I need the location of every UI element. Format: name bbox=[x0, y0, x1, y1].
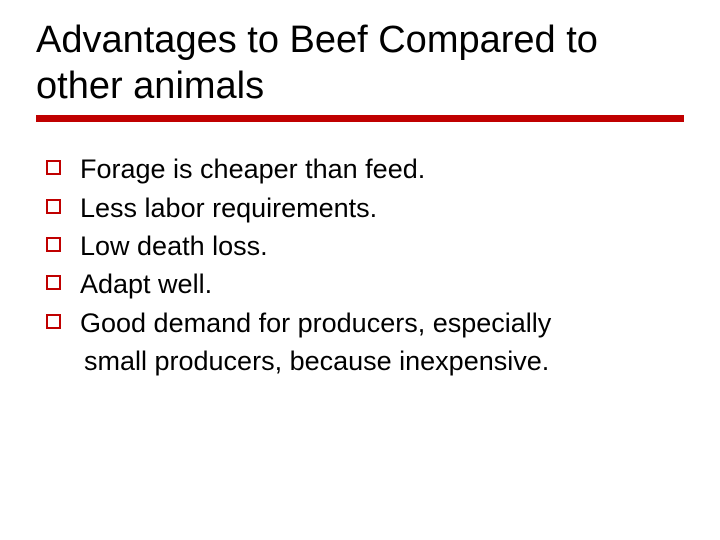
bullet-text: Less labor requirements. bbox=[80, 193, 377, 223]
checkbox-icon bbox=[46, 160, 61, 175]
checkbox-icon bbox=[46, 199, 61, 214]
list-item: Low death loss. bbox=[46, 227, 684, 265]
list-item: Good demand for producers, especially bbox=[46, 304, 684, 342]
list-item: Adapt well. bbox=[46, 265, 684, 303]
slide: Advantages to Beef Compared to other ani… bbox=[0, 0, 720, 540]
checkbox-icon bbox=[46, 237, 61, 252]
bullet-text: Low death loss. bbox=[80, 231, 268, 261]
checkbox-icon bbox=[46, 314, 61, 329]
bullet-text: Forage is cheaper than feed. bbox=[80, 154, 425, 184]
slide-title: Advantages to Beef Compared to other ani… bbox=[36, 18, 684, 122]
continuation-text: small producers, because inexpensive. bbox=[84, 342, 684, 380]
bullet-text: Good demand for producers, especially bbox=[80, 308, 551, 338]
bullet-list: Forage is cheaper than feed. Less labor … bbox=[46, 150, 684, 342]
checkbox-icon bbox=[46, 275, 61, 290]
list-item: Forage is cheaper than feed. bbox=[46, 150, 684, 188]
list-item: Less labor requirements. bbox=[46, 189, 684, 227]
bullet-text: Adapt well. bbox=[80, 269, 212, 299]
